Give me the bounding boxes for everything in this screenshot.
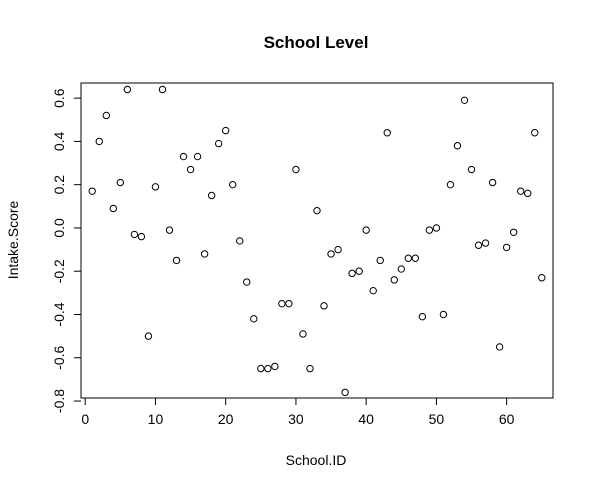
- data-point: [116, 178, 125, 187]
- x-axis-ticks: 0 10 20 30 40 50 60: [81, 398, 515, 427]
- data-point: [214, 139, 223, 148]
- data-point: [495, 343, 504, 351]
- data-point: [531, 129, 539, 137]
- data-point: [144, 332, 153, 340]
- chart-title: School Level: [264, 33, 369, 52]
- data-point: [172, 256, 181, 265]
- x-tick-label: 10: [148, 411, 164, 427]
- data-point: [229, 180, 237, 189]
- data-point: [250, 315, 258, 323]
- data-point: [474, 241, 483, 249]
- x-tick-label: 20: [218, 411, 234, 427]
- data-point: [481, 239, 490, 247]
- data-point: [355, 267, 363, 275]
- data-point: [460, 96, 469, 105]
- data-point: [320, 302, 328, 310]
- data-point: [538, 274, 546, 282]
- x-tick-label: 60: [499, 411, 515, 427]
- x-axis-label: School.ID: [286, 452, 347, 468]
- data-point: [524, 189, 532, 198]
- y-tick-label: 0.0: [51, 218, 67, 238]
- y-axis-label: Intake.Score: [5, 200, 21, 279]
- data-point: [418, 312, 427, 321]
- y-tick-label: 0.4: [51, 131, 67, 151]
- data-point: [257, 364, 265, 373]
- data-point: [488, 178, 497, 187]
- data-point: [109, 204, 118, 213]
- y-axis-ticks: -0.8 -0.6 -0.4 -0.2 0.0 0.2 0.4 0.6: [51, 88, 81, 413]
- data-point: [137, 232, 146, 241]
- data-point: [243, 278, 251, 286]
- data-point: [502, 243, 511, 252]
- data-point: [383, 129, 391, 137]
- data-point: [165, 226, 174, 234]
- data-point: [446, 180, 455, 189]
- data-point: [271, 362, 279, 371]
- data-point: [179, 152, 188, 161]
- y-tick-label: -0.6: [51, 345, 67, 369]
- data-point: [376, 256, 384, 265]
- data-point: [425, 226, 434, 234]
- data-point: [509, 228, 518, 236]
- data-point: [341, 388, 349, 397]
- x-tick-label: 0: [81, 411, 89, 427]
- data-point: [369, 286, 377, 295]
- data-point: [299, 330, 307, 338]
- data-point: [130, 230, 139, 239]
- data-point: [348, 269, 356, 278]
- y-tick-label: -0.2: [51, 259, 67, 283]
- data-point: [236, 237, 244, 245]
- data-point: [467, 165, 476, 174]
- data-point: [334, 245, 342, 254]
- plot-frame: [80, 82, 554, 399]
- data-point: [411, 254, 420, 262]
- data-point: [306, 364, 314, 373]
- data-point: [88, 187, 96, 195]
- data-point: [397, 265, 405, 273]
- data-point: [285, 299, 293, 308]
- data-points: [88, 85, 546, 397]
- data-point: [123, 85, 132, 94]
- data-point: [158, 85, 167, 94]
- y-tick-label: 0.2: [51, 175, 67, 195]
- data-point: [95, 137, 103, 146]
- x-tick-label: 40: [358, 411, 374, 427]
- data-point: [278, 299, 286, 308]
- data-point: [390, 276, 398, 284]
- data-point: [186, 165, 195, 174]
- data-point: [404, 254, 413, 262]
- data-point: [193, 152, 202, 161]
- data-point: [432, 224, 441, 232]
- y-tick-label: -0.4: [51, 302, 67, 326]
- data-point: [207, 191, 216, 200]
- data-point: [292, 165, 300, 174]
- data-point: [516, 187, 525, 195]
- data-point: [439, 310, 448, 319]
- x-tick-label: 30: [288, 411, 304, 427]
- data-point: [327, 250, 335, 258]
- data-point: [102, 111, 110, 120]
- y-tick-label: 0.6: [51, 88, 67, 108]
- x-tick-label: 50: [429, 411, 445, 427]
- data-point: [151, 183, 160, 191]
- y-tick-label: -0.8: [51, 389, 67, 413]
- data-point: [264, 364, 272, 373]
- data-point: [200, 250, 209, 258]
- data-point: [453, 142, 462, 150]
- data-point: [362, 226, 370, 234]
- data-point: [313, 206, 321, 215]
- data-point: [221, 126, 230, 135]
